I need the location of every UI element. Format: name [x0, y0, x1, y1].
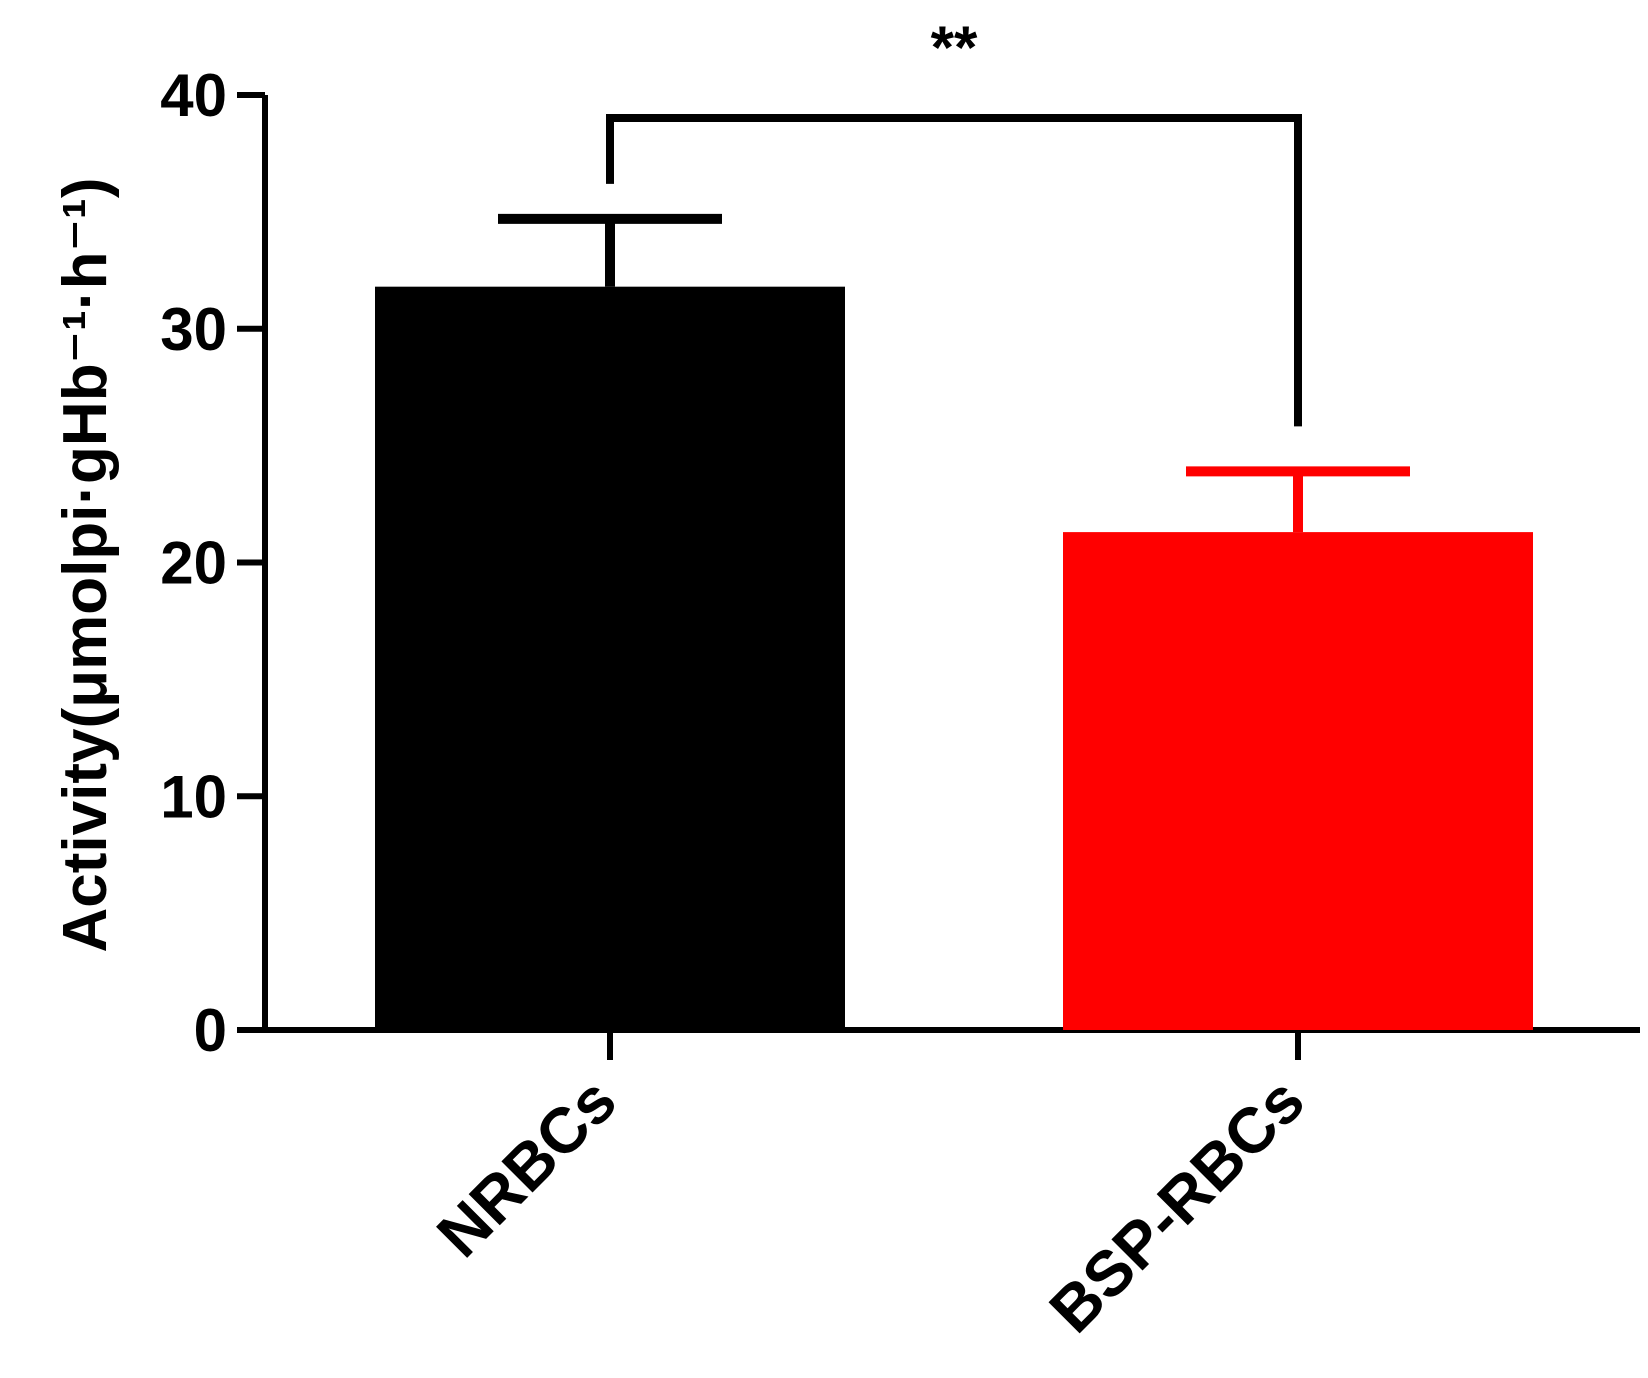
- bars: [375, 286, 1533, 1030]
- bar: [375, 286, 845, 1030]
- y-axis-title: Activity(μmolpi·gHb⁻¹·h⁻¹): [51, 178, 120, 953]
- y-tick-label: 20: [160, 530, 227, 597]
- x-tick-label: NRBCs: [423, 1064, 630, 1271]
- y-tick-label: 0: [194, 997, 227, 1064]
- x-tick-label: BSP-RBCs: [1036, 1064, 1318, 1346]
- x-axis: NRBCs BSP-RBCs: [237, 1027, 1640, 1346]
- y-axis: 0 10 20 30 40: [160, 62, 268, 1064]
- significance-bracket: **: [606, 14, 1302, 427]
- y-tick-label: 10: [160, 763, 227, 830]
- x-ticks: NRBCs BSP-RBCs: [423, 1030, 1318, 1346]
- y-tick-label: 30: [160, 296, 227, 363]
- y-ticks: 0 10 20 30 40: [160, 62, 265, 1064]
- significance-label: **: [931, 14, 978, 81]
- bar: [1063, 532, 1533, 1030]
- y-tick-label: 40: [160, 62, 227, 129]
- significance-bracket-line: [606, 114, 1302, 427]
- error-bars: [498, 213, 1410, 533]
